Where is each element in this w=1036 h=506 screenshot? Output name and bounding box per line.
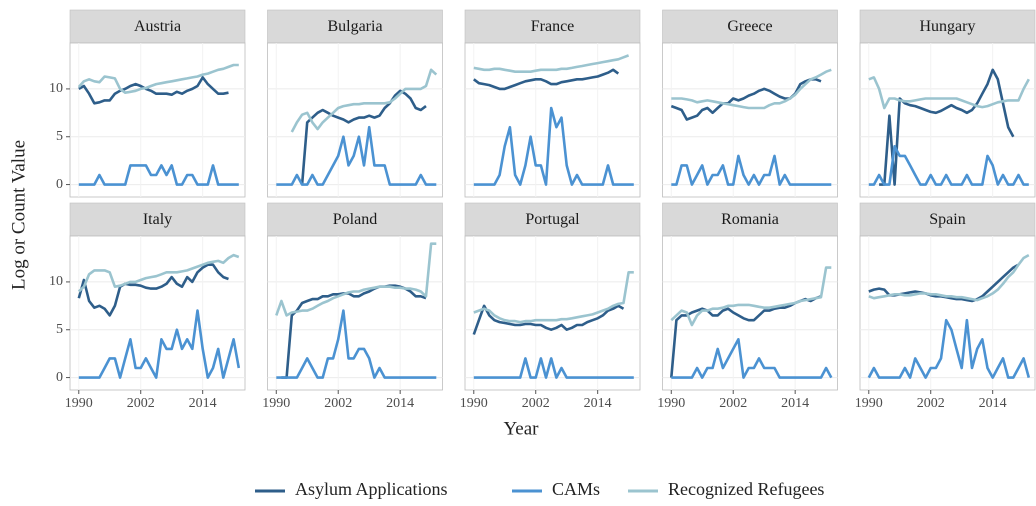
x-tick-label: 2002: [324, 396, 352, 411]
strip: [859, 9, 1036, 44]
series-line: [671, 154, 832, 186]
series-line: [276, 309, 437, 379]
series-line: [868, 145, 1029, 186]
panel-title: Austria: [134, 18, 181, 35]
strip: [662, 9, 838, 44]
strip: [267, 9, 443, 44]
legend-label: Recognized Refugees: [668, 479, 824, 499]
series-line: [275, 242, 437, 317]
x-tick-label: 2014: [584, 396, 612, 411]
series-line: [78, 76, 229, 105]
panel-title: Hungary: [920, 18, 976, 35]
series-line: [473, 106, 634, 186]
x-tick-label: 1990: [460, 396, 488, 411]
y-tick-label: 5: [56, 322, 63, 337]
panel-title: Bulgaria: [327, 18, 382, 35]
x-tick-label: 2002: [127, 396, 155, 411]
series-line: [473, 68, 620, 91]
panel-title: France: [531, 18, 575, 35]
y-tick-label: 10: [49, 81, 63, 96]
panel-title: Poland: [333, 211, 377, 228]
x-tick-label: 2002: [522, 396, 550, 411]
series-line: [276, 125, 437, 186]
strip: [267, 202, 443, 237]
series-line: [77, 263, 229, 317]
panel: [464, 42, 641, 198]
y-tick-label: 0: [56, 370, 63, 385]
strip: [464, 202, 641, 237]
x-tick-label: 2002: [917, 396, 945, 411]
series-line: [78, 164, 239, 186]
series-line: [290, 68, 438, 133]
series-line: [473, 271, 634, 324]
strip: [69, 9, 246, 44]
y-tick-label: 5: [56, 129, 63, 144]
x-tick-label: 1990: [657, 396, 685, 411]
x-tick-label: 2014: [189, 396, 217, 411]
strip: [69, 202, 246, 237]
panel-title: Greece: [727, 18, 772, 35]
x-tick-label: 1990: [262, 396, 290, 411]
legend-label: CAMs: [552, 479, 600, 499]
series-line: [77, 253, 240, 293]
series-line: [78, 309, 241, 379]
series-line: [473, 357, 634, 379]
panel-title: Romania: [721, 211, 779, 228]
x-tick-label: 2002: [719, 396, 747, 411]
strip: [662, 202, 838, 237]
x-tick-label: 2014: [979, 396, 1007, 411]
x-tick-label: 1990: [855, 396, 883, 411]
x-tick-label: 2014: [781, 396, 809, 411]
panel: [662, 42, 838, 198]
y-tick-label: 0: [56, 177, 63, 192]
series-line: [670, 266, 832, 327]
series-line: [473, 54, 630, 73]
strip: [859, 202, 1036, 237]
series-line: [300, 89, 427, 185]
x-tick-label: 1990: [65, 396, 93, 411]
series-line: [867, 318, 1031, 379]
y-axis-title: Log or Count Value: [8, 140, 29, 290]
panel-title: Spain: [929, 211, 965, 228]
panel-title: Portugal: [525, 211, 580, 228]
y-tick-label: 10: [49, 274, 63, 289]
series-line: [868, 253, 1030, 302]
panel: [267, 235, 443, 391]
series-line: [671, 68, 832, 110]
series-line: [671, 338, 833, 379]
x-axis-title: Year: [503, 418, 539, 439]
legend-label: Asylum Applications: [295, 479, 448, 499]
panel: [859, 235, 1036, 391]
x-tick-label: 2014: [386, 396, 414, 411]
series-line: [77, 63, 239, 94]
panel-title: Italy: [143, 211, 172, 228]
series-line: [868, 76, 1030, 110]
series-line: [472, 304, 625, 335]
strip: [464, 9, 641, 44]
